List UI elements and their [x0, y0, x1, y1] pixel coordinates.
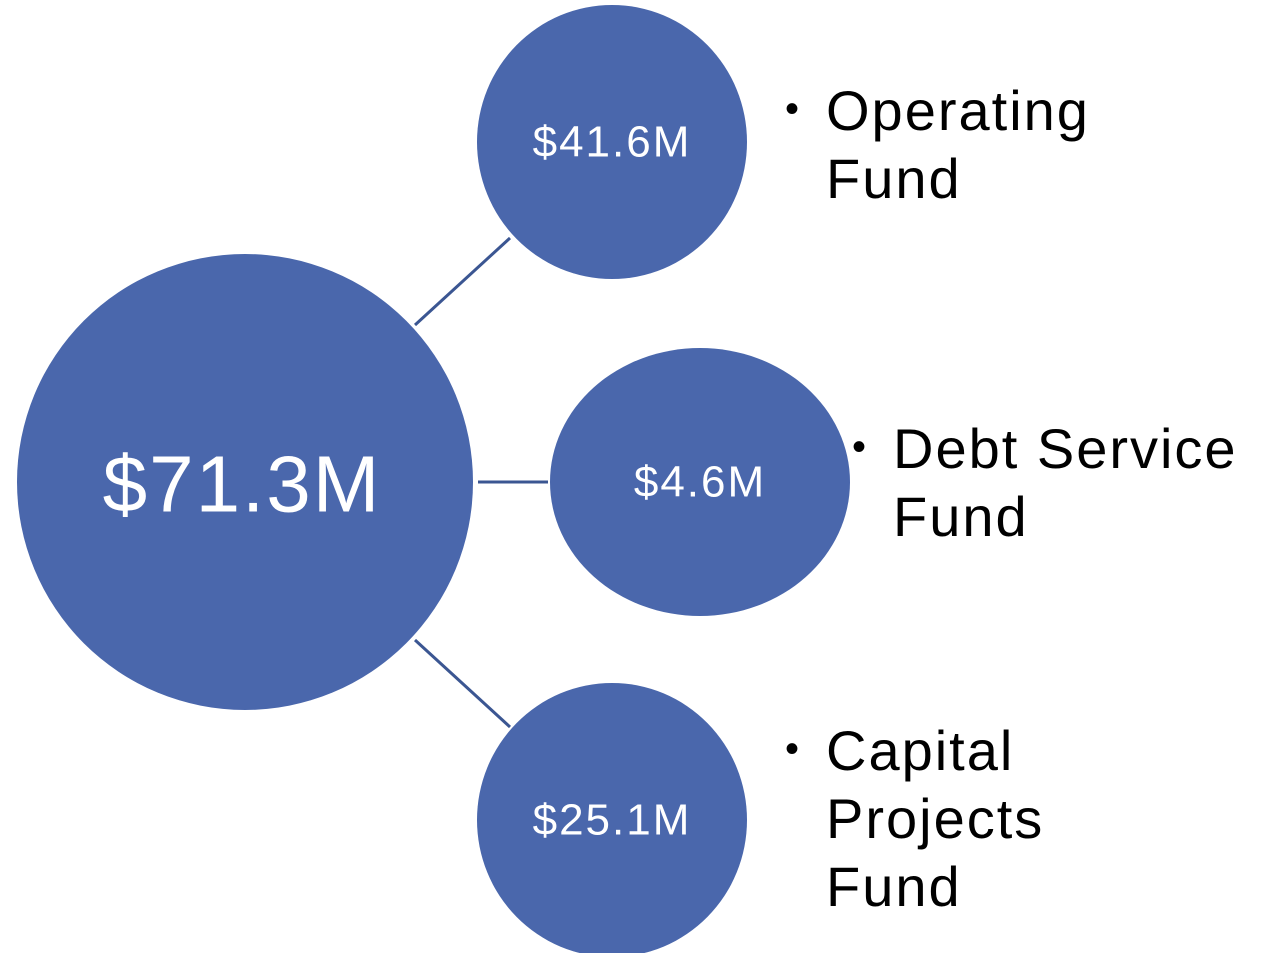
- node-description: Projects: [826, 787, 1044, 850]
- node-circle: [550, 348, 850, 616]
- bullet: •: [852, 425, 866, 469]
- node-description: Capital: [826, 719, 1014, 782]
- node-description: Debt Service: [893, 417, 1238, 480]
- node-description: Fund: [826, 147, 962, 210]
- node-circle: [477, 683, 747, 953]
- bullet: •: [785, 727, 799, 771]
- bullet: •: [785, 87, 799, 131]
- node-label: $25.1M: [533, 796, 692, 845]
- node-description: Fund: [826, 855, 962, 918]
- node-circle: [477, 5, 747, 279]
- node-description: Operating: [826, 79, 1090, 142]
- center-circle: [17, 254, 473, 710]
- node-label: $41.6M: [533, 118, 692, 167]
- node-description: Fund: [893, 485, 1029, 548]
- connector: [413, 236, 512, 327]
- connector: [413, 638, 512, 729]
- center-label: $71.3M: [103, 440, 382, 529]
- node-label: $4.6M: [634, 458, 766, 507]
